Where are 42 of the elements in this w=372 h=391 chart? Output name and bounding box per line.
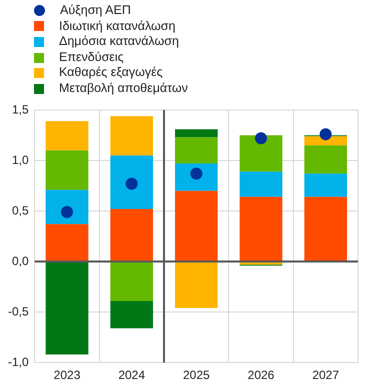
bar bbox=[46, 121, 88, 150]
x-tick-label: 2026 bbox=[248, 368, 275, 382]
bar bbox=[175, 164, 218, 191]
y-tick-label: 0,0 bbox=[12, 254, 29, 268]
bar bbox=[240, 172, 282, 197]
x-tick-label: 2027 bbox=[312, 368, 340, 382]
bar bbox=[46, 262, 88, 355]
bar bbox=[46, 190, 88, 224]
bar bbox=[175, 190, 218, 262]
bar bbox=[304, 136, 348, 146]
x-tick-label: 2025 bbox=[182, 368, 210, 382]
bar bbox=[304, 145, 348, 174]
bar bbox=[110, 155, 154, 210]
y-tick-label: -1,0 bbox=[8, 354, 29, 369]
bar bbox=[304, 174, 348, 197]
y-tick-label: 1,5 bbox=[12, 102, 29, 116]
legend-label: Επενδύσεις bbox=[59, 50, 124, 66]
legend-label: Δημόσια κατανάλωση bbox=[59, 34, 179, 50]
y-tick-label: -0,5 bbox=[8, 304, 29, 318]
legend-label: Καθαρές εξαγωγές bbox=[59, 65, 163, 81]
bar bbox=[240, 196, 282, 262]
bar bbox=[175, 129, 218, 138]
point bbox=[320, 128, 332, 140]
point bbox=[126, 178, 138, 190]
bar bbox=[110, 116, 154, 156]
legend-label: Ιδιωτική κατανάλωση bbox=[59, 18, 176, 34]
y-tick-label: 1,0 bbox=[12, 152, 29, 167]
bar bbox=[110, 209, 154, 262]
bar bbox=[110, 300, 154, 328]
bar bbox=[46, 224, 88, 262]
bar bbox=[175, 137, 218, 164]
y-tick-label: 0,5 bbox=[12, 203, 29, 218]
point bbox=[255, 132, 268, 144]
bar bbox=[46, 150, 88, 190]
bar bbox=[110, 262, 154, 301]
x-tick-label: 2024 bbox=[118, 368, 146, 382]
legend-label: Μεταβολή αποθεμάτων bbox=[59, 80, 188, 97]
bar bbox=[240, 135, 282, 172]
x-tick-label: 2023 bbox=[54, 368, 81, 382]
legend-label: Αύξηση ΑΕΠ bbox=[60, 3, 131, 19]
bar bbox=[304, 196, 348, 262]
bar bbox=[175, 262, 218, 308]
